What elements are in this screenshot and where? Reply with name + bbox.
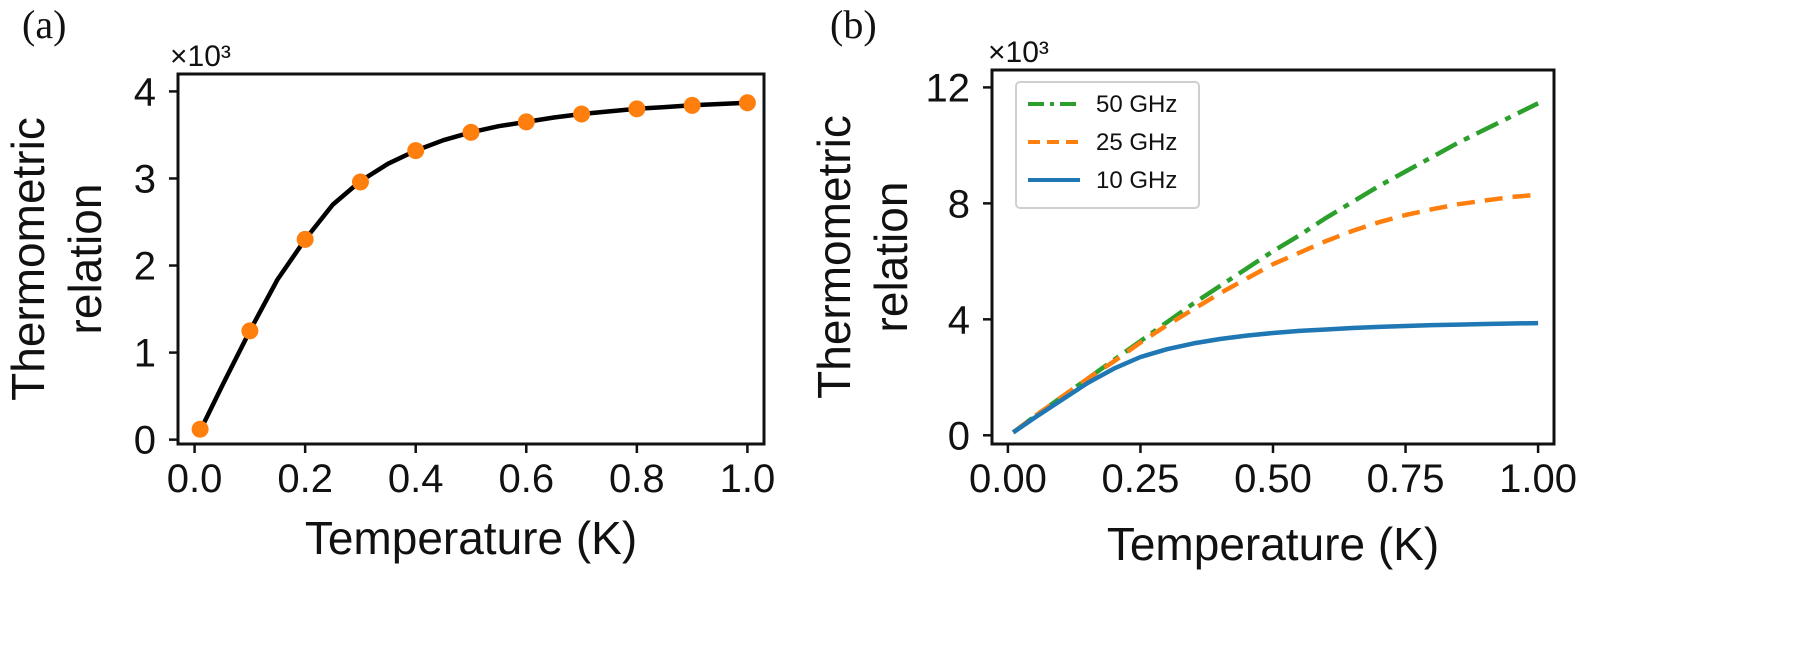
- panel-b-xtick-label: 1.00: [1499, 457, 1577, 501]
- panel-a-series-fit: [198, 100, 748, 432]
- panel-a: (a) ×10³ 0.0 0.2 0.4 0.6 0.8 1.0 0 1 2 3 4 Temper…: [2, 2, 775, 564]
- panel-b-series: [1011, 101, 1540, 435]
- panel-b-ytick-label: 8: [948, 182, 970, 226]
- panel-b-legend: 50 GHz 25 GHz 10 GHz: [1015, 81, 1200, 209]
- panel-a-data-point: [351, 173, 369, 191]
- panel-a-xtick-label: 0.8: [609, 457, 665, 501]
- panel-b-x-axis-label: Temperature (K): [1107, 518, 1439, 570]
- panel-b-x-ticks: 0.00 0.25 0.50 0.75 1.00: [969, 444, 1577, 501]
- panel-a-xtick-label: 1.0: [720, 457, 776, 501]
- panel-a-data-point: [296, 230, 314, 248]
- panel-b-y-axis-label-line1: Thermometric: [808, 115, 860, 399]
- panel-b-y-axis-label-line2: relation: [865, 182, 917, 333]
- legend-label-50-ghz: 50 GHz: [1096, 91, 1177, 118]
- panel-a-ytick-label: 1: [134, 332, 156, 376]
- panel-a-data-point: [628, 100, 646, 118]
- panel-a-xtick-label: 0.2: [277, 457, 333, 501]
- panel-a-ytick-label: 3: [134, 157, 156, 201]
- panel-a-label: (a): [22, 2, 66, 47]
- panel-b-xtick-label: 0.00: [969, 457, 1047, 501]
- panel-b-xtick-label: 0.25: [1102, 457, 1180, 501]
- panel-a-ytick-label: 0: [134, 419, 156, 463]
- panel-b-ytick-label: 0: [948, 414, 970, 458]
- panel-a-data-point: [517, 113, 535, 131]
- panel-a-ytick-label: 2: [134, 245, 156, 289]
- panel-b-label: (b): [830, 2, 877, 47]
- panel-b-y-ticks: 0 4 8 12: [926, 66, 992, 458]
- panel-a-y-axis-label-line1: Thermometric: [2, 117, 54, 401]
- panel-a-data-point: [573, 105, 591, 123]
- panel-b-ytick-label: 12: [926, 66, 971, 110]
- panel-a-x-axis-label: Temperature (K): [305, 512, 637, 564]
- panel-a-y-axis-label-line2: relation: [59, 184, 111, 335]
- panel-a-frame: [176, 72, 766, 446]
- panel-a-data-point: [462, 123, 480, 141]
- panel-a-data-point: [683, 96, 701, 114]
- panel-b-xtick-label: 0.50: [1234, 457, 1312, 501]
- panel-b-ytick-label: 4: [948, 298, 970, 342]
- panel-a-data-point: [241, 322, 259, 340]
- panel-b: (b) ×10³ 0.00 0.25 0.50 0.75 1.00 0 4 8 12 Temp…: [808, 2, 1577, 570]
- legend-label-25-ghz: 25 GHz: [1096, 129, 1177, 156]
- panel-a-data-point: [191, 420, 209, 438]
- panel-a-x-ticks: 0.0 0.2 0.4 0.6 0.8 1.0: [167, 444, 775, 501]
- panel-b-series-50-ghz: [1011, 101, 1540, 435]
- panel-a-xtick-label: 0.6: [498, 457, 554, 501]
- panel-a-y-ticks: 0 1 2 3 4: [134, 70, 178, 463]
- panel-b-series-10-ghz: [1011, 320, 1539, 435]
- panel-b-multiplier: ×10³: [988, 36, 1049, 69]
- panel-b-xtick-label: 0.75: [1367, 457, 1445, 501]
- panel-a-multiplier: ×10³: [170, 40, 231, 73]
- panel-a-series: [191, 94, 756, 438]
- legend-box: [1015, 81, 1200, 209]
- panel-b-series-25-ghz: [1011, 192, 1539, 435]
- panel-a-data-point: [738, 94, 756, 112]
- panel-a-data-point: [407, 142, 425, 160]
- legend-label-10-ghz: 10 GHz: [1096, 167, 1177, 194]
- panel-a-ytick-label: 4: [134, 70, 156, 114]
- panel-a-xtick-label: 0.4: [388, 457, 444, 501]
- panel-a-xtick-label: 0.0: [167, 457, 223, 501]
